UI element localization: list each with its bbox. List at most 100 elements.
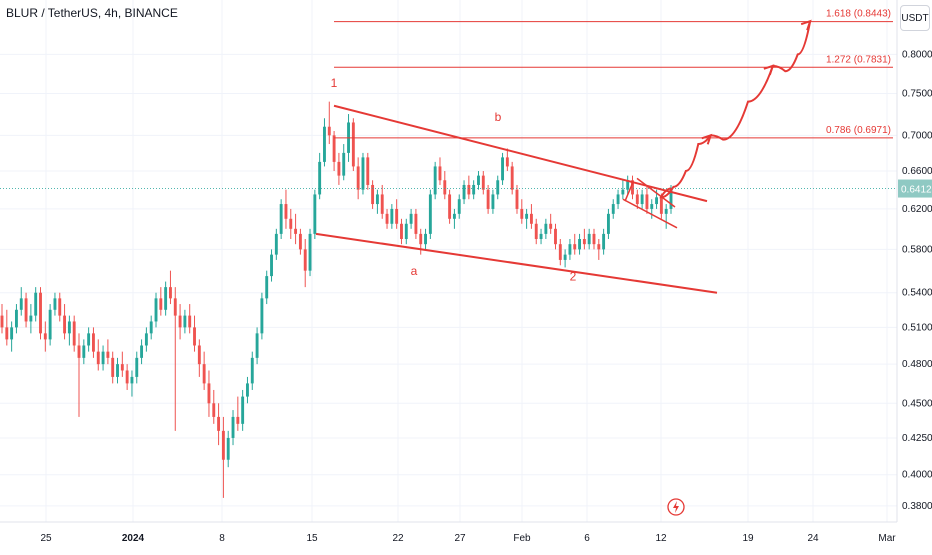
candle	[505, 148, 509, 172]
candle	[481, 171, 485, 195]
candle	[438, 157, 442, 185]
candle	[390, 204, 394, 229]
candle	[443, 171, 447, 200]
candle	[356, 157, 360, 200]
candle	[385, 208, 389, 229]
candle-body	[279, 204, 283, 234]
candle	[24, 292, 28, 328]
candle-body	[568, 244, 572, 255]
candle-body	[640, 194, 644, 205]
projection-path[interactable]	[659, 20, 812, 199]
candle-body	[520, 208, 524, 219]
candle	[501, 152, 504, 185]
candle	[67, 315, 71, 346]
candle	[448, 189, 452, 224]
flag-pole-line[interactable]	[624, 181, 634, 202]
candle-body	[0, 315, 4, 328]
price-tick-label: 0.4000	[902, 470, 932, 481]
candle	[404, 218, 408, 245]
candle-body	[159, 298, 163, 310]
upper-trend-line[interactable]	[333, 104, 708, 203]
candle	[578, 233, 581, 255]
candle-body	[616, 194, 620, 205]
candle-body	[43, 333, 47, 340]
candle-body	[58, 298, 62, 316]
price-tick-label: 0.3800	[902, 501, 932, 512]
candle	[486, 184, 490, 214]
candle-body	[361, 157, 365, 190]
candle	[265, 270, 269, 305]
candle-body	[92, 333, 95, 352]
candle-body	[24, 298, 28, 322]
candle	[631, 175, 634, 200]
lightning-icon[interactable]	[667, 498, 685, 516]
candle	[149, 315, 153, 340]
candle	[5, 309, 9, 346]
candle	[279, 199, 283, 240]
candle	[515, 184, 519, 214]
candle	[366, 152, 370, 190]
candle	[169, 270, 172, 305]
fib-level-label-0.786: 0.786 (0.6971)	[826, 125, 891, 136]
candle-body	[111, 357, 115, 377]
candle-body	[53, 298, 57, 310]
price-tick-label: 0.7000	[902, 130, 932, 141]
candle	[520, 199, 524, 224]
candle-body	[332, 135, 336, 162]
candle-body	[241, 396, 245, 424]
candle	[298, 228, 302, 255]
candle	[154, 292, 158, 328]
time-tick-label: 8	[219, 533, 225, 544]
candle	[327, 101, 331, 145]
candle-body	[525, 213, 529, 219]
projection-arrow-2	[763, 64, 775, 76]
candle	[308, 228, 312, 277]
candle-body	[173, 298, 177, 316]
candle	[616, 189, 620, 209]
candle-body	[337, 161, 341, 176]
candle-body	[467, 184, 471, 195]
candle	[375, 189, 379, 214]
candle	[217, 403, 221, 446]
candle	[650, 199, 654, 219]
time-tick-label: 25	[40, 533, 52, 544]
candle-body	[265, 276, 269, 299]
flag-lower-line[interactable]	[622, 198, 678, 229]
flag-upper-line[interactable]	[636, 177, 676, 208]
candle-body	[602, 233, 606, 250]
candle-body	[505, 157, 509, 167]
candle	[53, 292, 57, 316]
time-tick-label: 19	[742, 533, 754, 544]
currency-unit-button[interactable]: USDT	[900, 5, 930, 31]
candle-body	[669, 188, 673, 209]
candle	[236, 396, 240, 431]
candle-body	[578, 239, 581, 250]
candle	[197, 339, 201, 377]
lower-trend-line[interactable]	[315, 232, 718, 294]
candle	[491, 189, 495, 214]
candle	[106, 339, 110, 365]
candle-body	[67, 321, 71, 334]
candle	[645, 184, 649, 214]
candle	[294, 213, 298, 245]
candle	[597, 239, 601, 260]
candle-body	[101, 351, 105, 365]
candle	[472, 180, 476, 200]
candle	[193, 315, 196, 352]
candle-body	[645, 194, 649, 209]
candle	[467, 175, 471, 200]
candle-body	[87, 333, 91, 346]
candle	[626, 175, 630, 195]
candle	[72, 315, 76, 352]
candle	[380, 184, 384, 219]
time-tick-label: 2024	[122, 533, 145, 544]
candle-body	[433, 166, 437, 195]
candle-body	[303, 249, 307, 271]
candle	[419, 228, 423, 255]
price-tick-label: 0.5800	[902, 244, 932, 255]
candle	[183, 309, 187, 334]
candle-body	[573, 244, 577, 250]
candle-body	[308, 233, 312, 271]
